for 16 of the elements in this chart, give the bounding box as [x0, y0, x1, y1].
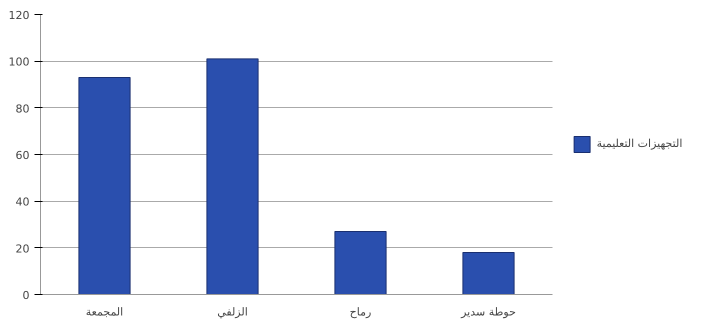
y-tick-label: 0 [22, 289, 30, 302]
bar [462, 252, 515, 294]
y-tick-label: 40 [16, 196, 30, 209]
bar [334, 231, 387, 294]
x-tick-label: الزلفي [217, 306, 248, 318]
y-tick-label: 80 [16, 102, 30, 116]
x-tick-label: المجمعة [86, 306, 124, 318]
y-tick-label: 20 [16, 242, 30, 256]
y-tick-label: 120 [8, 9, 30, 22]
bar [78, 77, 131, 294]
x-tick-label: رماح [350, 306, 372, 318]
bar [206, 58, 259, 294]
y-tick-label: 100 [8, 56, 30, 69]
x-tick-label: حوطة سدير [460, 306, 516, 318]
legend-label: التجهيزات التعليمية [596, 137, 682, 150]
y-tick-label: 60 [16, 149, 30, 162]
